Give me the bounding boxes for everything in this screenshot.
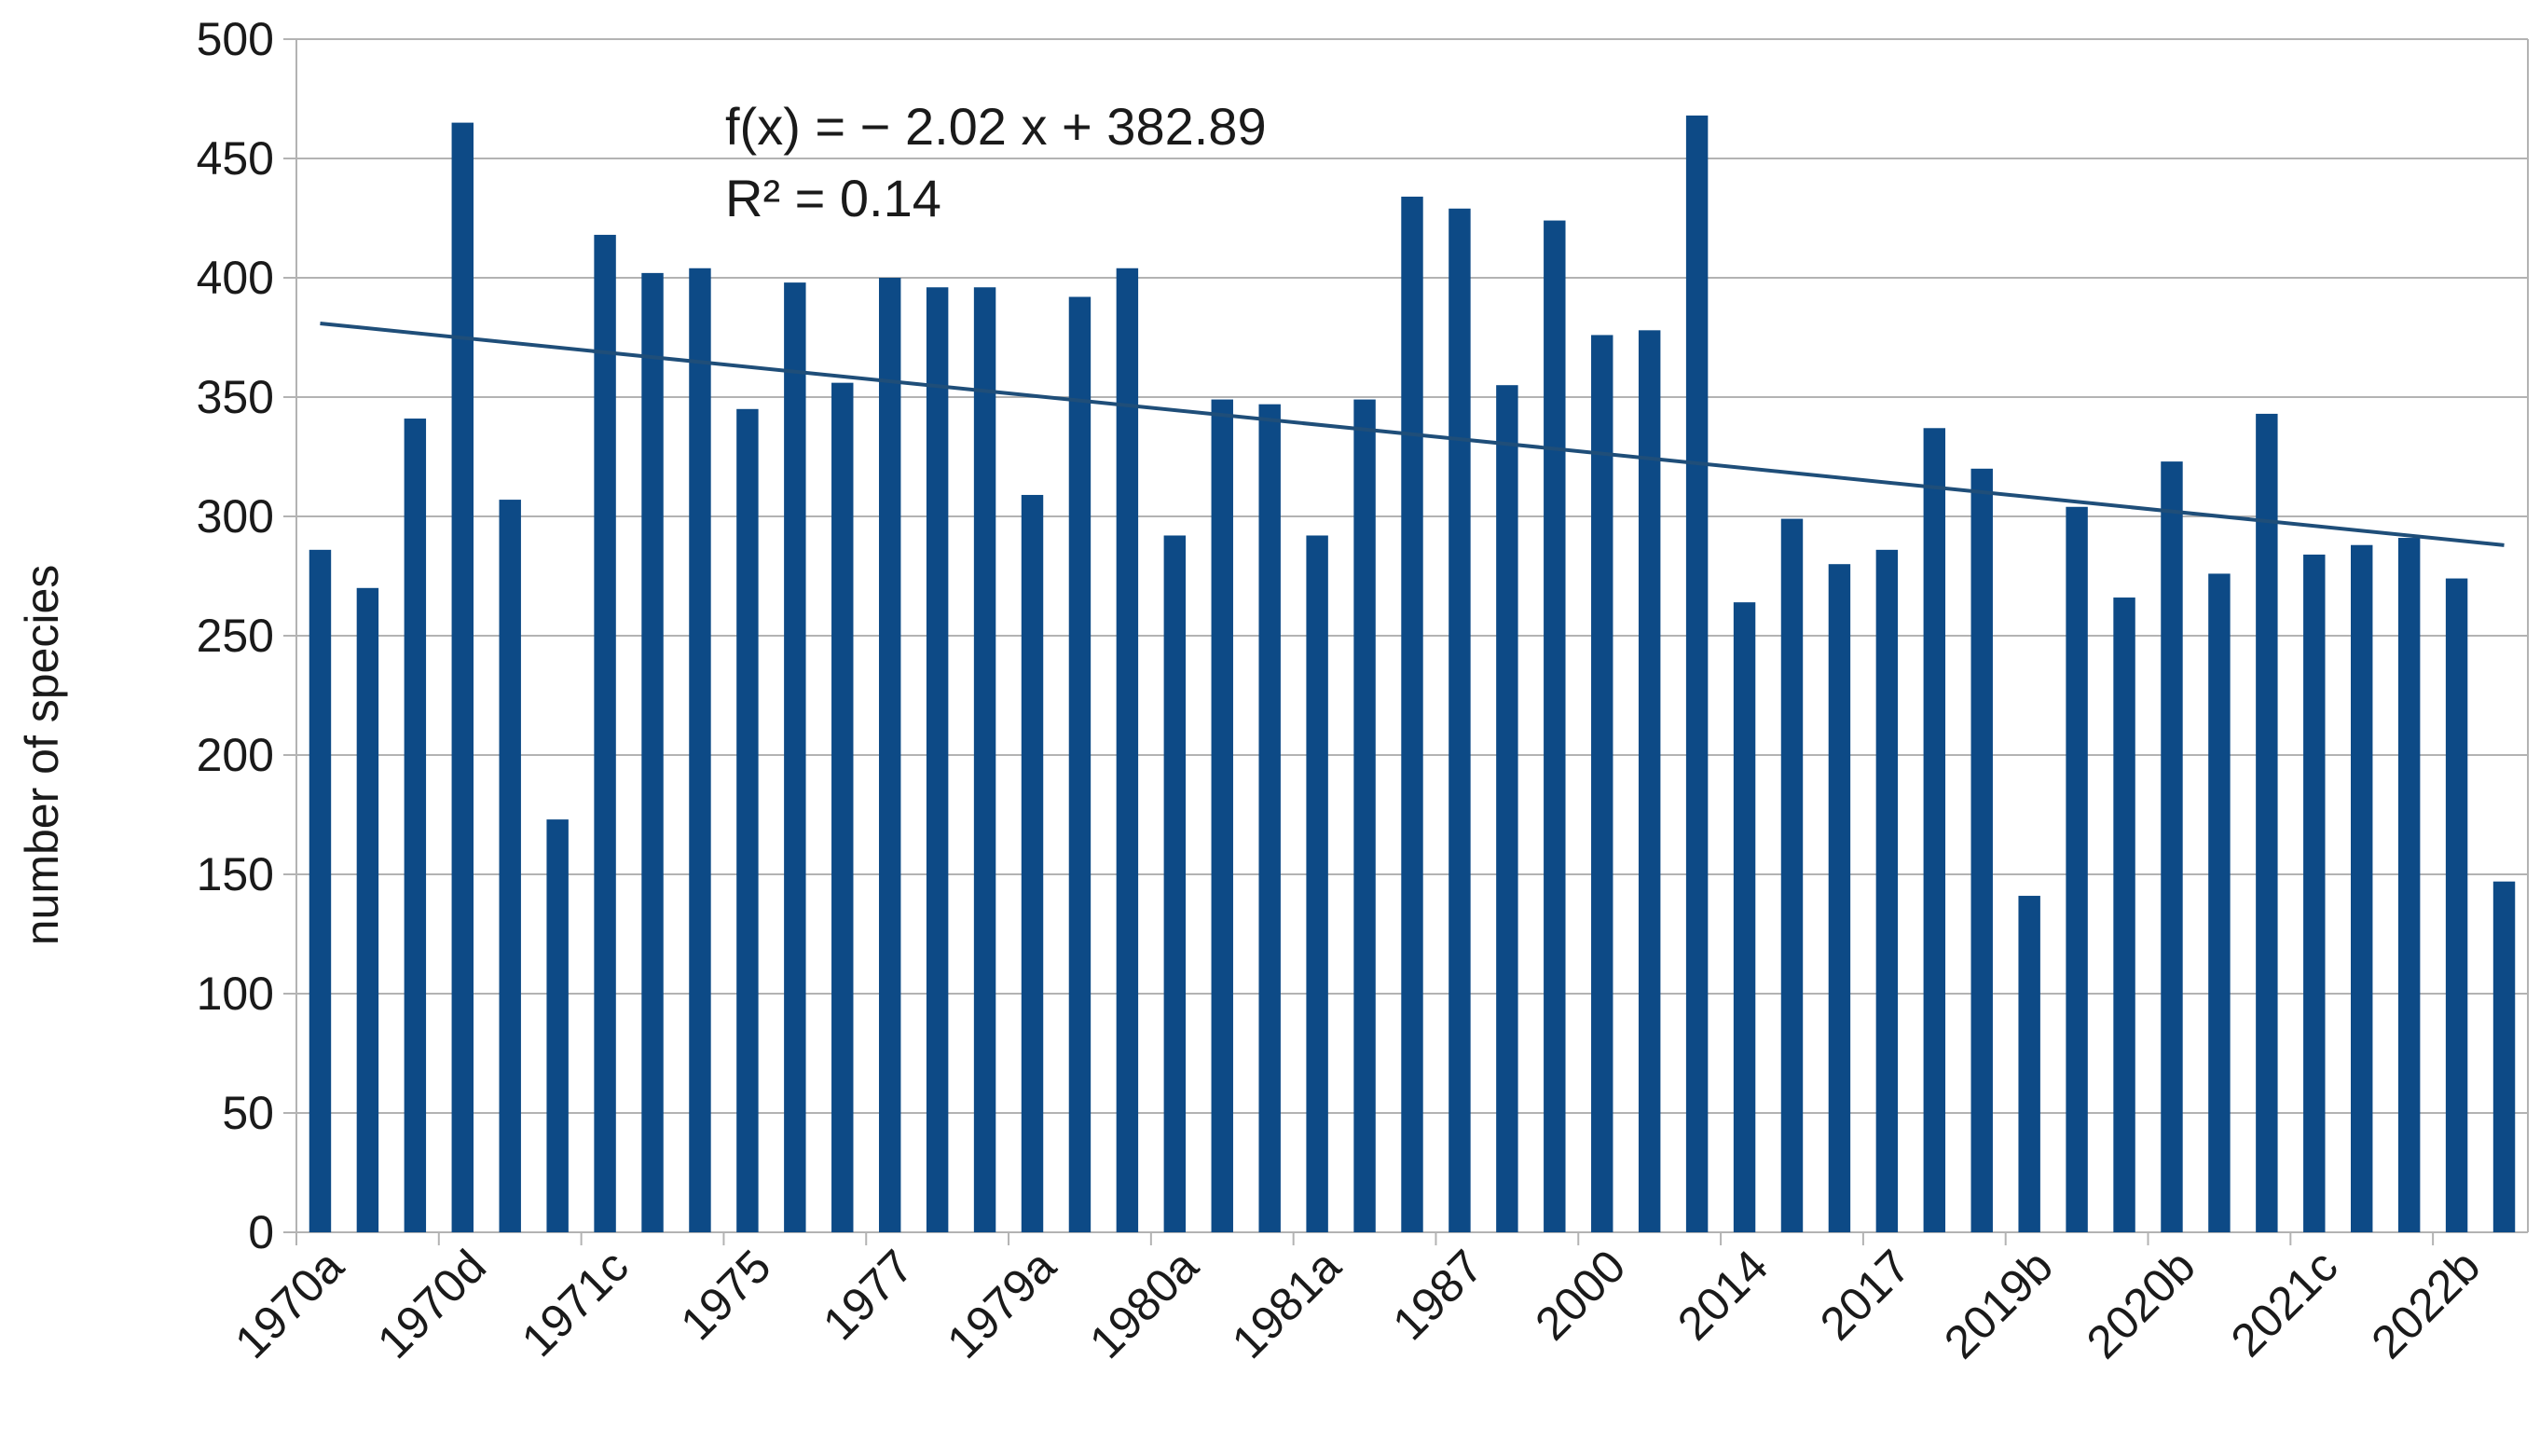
bar [2351,544,2373,1232]
bar [2303,554,2326,1232]
bar [1591,335,1613,1232]
bar [641,272,664,1232]
x-tick-label: 2000 [1525,1240,1635,1350]
trendline-equation: f(x) = − 2.02 x + 382.89 [725,97,1267,156]
bar [1021,494,1044,1232]
bar [1780,518,1804,1232]
x-tick-label: 2020b [2077,1240,2205,1368]
bar [1544,220,1566,1232]
bar [2445,578,2468,1232]
bar [1353,399,1376,1232]
trend-layer [320,321,2505,547]
bar [2208,573,2231,1232]
bar [926,287,949,1232]
y-tick-label: 250 [197,610,274,662]
bar [689,268,711,1232]
bar [1211,399,1233,1232]
bar [784,282,806,1232]
x-tick-label: 2022b [2361,1240,2490,1368]
x-tick-label: 1981a [1222,1240,1351,1368]
bar [2492,881,2516,1232]
x-tick-label: 1987 [1382,1240,1492,1350]
bar [2018,896,2040,1232]
y-tick-label: 300 [197,490,274,543]
y-tick-label: 200 [197,729,274,781]
bar [1258,404,1281,1232]
bar [546,819,569,1232]
bar [1638,330,1661,1232]
x-tick-label: 1970a [225,1240,353,1368]
bar [1401,196,1423,1233]
y-tick-label: 0 [248,1206,274,1258]
bar [309,549,332,1232]
x-tick-label: 2019b [1934,1240,2063,1368]
bar [1828,564,1851,1232]
bar [831,382,854,1232]
bar [404,419,427,1232]
y-axis-label: number of species [16,565,68,946]
x-tick-label: 2014 [1668,1240,1778,1350]
x-tick-label: 2021c [2221,1240,2348,1367]
trendline [320,321,2505,547]
bar [973,287,996,1232]
bar [356,587,379,1232]
y-tick-label: 500 [197,13,274,65]
bar [2066,506,2088,1232]
bar [499,500,521,1232]
bar [1685,115,1709,1232]
y-tick-label: 100 [197,968,274,1020]
x-tick-label: 1971c [512,1240,638,1367]
y-tick-label: 400 [197,252,274,304]
bar [1068,296,1092,1233]
bar [1923,428,1946,1232]
trendline-r-squared: R² = 0.14 [725,169,941,227]
x-tick-label: 1975 [670,1240,780,1350]
bar [1116,268,1139,1232]
bar [1496,385,1518,1232]
bar [2397,538,2421,1232]
bar [594,234,616,1232]
bar [451,122,474,1233]
bar [736,408,759,1232]
y-tick-label: 350 [197,371,274,423]
bar [1970,468,1993,1232]
x-tick-label: 1977 [813,1240,923,1350]
bar-layer [309,115,2516,1233]
y-tick-label: 450 [197,132,274,185]
axis-layer: 0 50 100 150 200 250 300 350 400 450 500 1970a 1970d… [197,13,2491,1368]
x-tick-label: 1980a [1079,1240,1208,1368]
bar [1875,549,1899,1232]
bar [1306,535,1328,1232]
x-tick-label: 1979a [937,1240,1065,1368]
x-tick-label: 1970d [367,1240,496,1368]
bar [2113,598,2135,1232]
bar [878,278,901,1232]
bar [1163,535,1187,1232]
bar [1448,208,1471,1232]
x-tick-label: 2017 [1810,1240,1920,1350]
y-tick-label: 150 [197,848,274,900]
y-tick-label: 50 [222,1087,274,1139]
bar [1733,602,1756,1232]
bar [2256,413,2278,1232]
bar [2161,461,2183,1232]
